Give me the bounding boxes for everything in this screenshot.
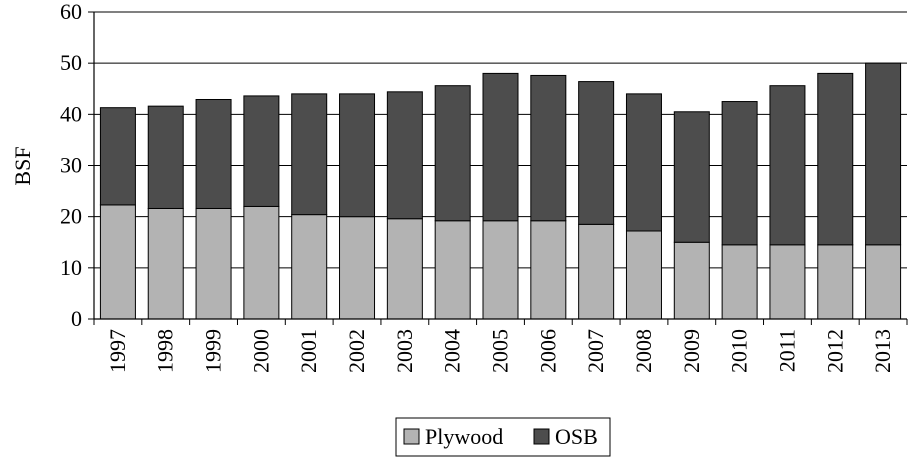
bar-plywood-2006 <box>530 220 567 320</box>
legend-swatch-osb <box>533 428 550 445</box>
x-tick-label: 2006 <box>535 329 560 373</box>
x-tick-label: 2004 <box>440 329 465 373</box>
x-tick-label: 1999 <box>201 329 226 373</box>
y-tick-label: 40 <box>60 101 82 126</box>
bar-osb-1998 <box>147 105 184 209</box>
y-tick-label: 20 <box>60 204 82 229</box>
y-tick-label: 60 <box>60 0 82 24</box>
bar-osb-2003 <box>386 91 423 220</box>
bar-plywood-2013 <box>865 244 902 320</box>
bar-osb-2004 <box>434 85 471 222</box>
bar-plywood-2012 <box>817 244 854 320</box>
bar-osb-2010 <box>721 101 758 246</box>
bar-osb-2013 <box>865 62 902 246</box>
x-tick-label: 2010 <box>727 329 752 373</box>
y-tick-label: 30 <box>60 153 82 178</box>
x-tick-label: 1997 <box>105 329 130 373</box>
bar-plywood-2003 <box>386 218 423 320</box>
bar-osb-1999 <box>195 98 232 209</box>
bar-osb-2007 <box>578 81 615 225</box>
bar-plywood-2009 <box>673 241 710 320</box>
bar-plywood-2008 <box>625 230 662 320</box>
bar-plywood-2007 <box>578 223 615 320</box>
x-tick-label: 2005 <box>488 329 513 373</box>
bar-plywood-1999 <box>195 207 232 320</box>
y-axis-label: BSF <box>10 146 35 185</box>
bar-osb-2005 <box>482 72 519 222</box>
axes: 0 10 20 30 40 50 60 1997 1998 1999 2000 2001 2002 200… <box>60 0 908 373</box>
x-tick-label: 2007 <box>583 329 608 373</box>
bar-osb-2000 <box>243 95 280 207</box>
bar-plywood-2011 <box>769 244 806 320</box>
bar-osb-2008 <box>625 93 662 232</box>
bar-plywood-2005 <box>482 220 519 320</box>
x-tick-label: 2002 <box>344 329 369 373</box>
x-tick-label: 2003 <box>392 329 417 373</box>
x-tick-label: 1998 <box>153 329 178 373</box>
bar-osb-2009 <box>673 111 710 243</box>
bar-osb-2012 <box>817 72 854 246</box>
y-tick-label: 0 <box>71 306 82 331</box>
x-tick-label: 2012 <box>822 329 847 373</box>
x-tick-label: 2011 <box>774 329 799 372</box>
bar-plywood-2010 <box>721 244 758 320</box>
x-tick-label: 2008 <box>631 329 656 373</box>
bar-osb-2006 <box>530 74 567 222</box>
bars <box>99 62 902 320</box>
bar-plywood-1997 <box>99 204 136 320</box>
bar-osb-2011 <box>769 85 806 246</box>
x-tick-label: 2001 <box>296 329 321 373</box>
x-tick-label: 2000 <box>248 329 273 373</box>
x-tick-label: 2013 <box>870 329 895 373</box>
bar-plywood-2000 <box>243 205 280 320</box>
bar-osb-2002 <box>339 93 376 218</box>
legend-swatch-plywood <box>403 428 420 445</box>
bar-plywood-2001 <box>291 214 328 320</box>
bar-osb-1997 <box>99 107 136 206</box>
y-tick-label: 50 <box>60 50 82 75</box>
bar-plywood-2004 <box>434 220 471 320</box>
legend-label-plywood: Plywood <box>425 424 503 449</box>
legend-label-osb: OSB <box>555 424 598 449</box>
x-tick-label: 2009 <box>679 329 704 373</box>
bar-plywood-2002 <box>339 216 376 320</box>
bar-plywood-1998 <box>147 207 184 320</box>
legend: Plywood OSB <box>395 417 611 457</box>
bar-osb-2001 <box>291 93 328 216</box>
legend-box <box>395 417 611 457</box>
y-tick-label: 10 <box>60 255 82 280</box>
